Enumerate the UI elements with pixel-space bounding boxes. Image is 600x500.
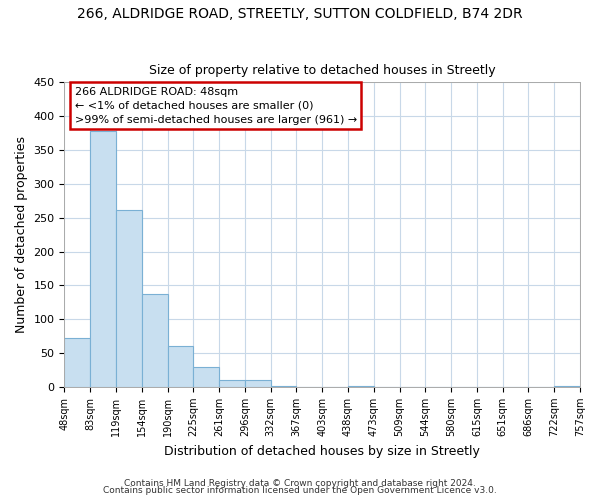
X-axis label: Distribution of detached houses by size in Streetly: Distribution of detached houses by size …	[164, 444, 480, 458]
Title: Size of property relative to detached houses in Streetly: Size of property relative to detached ho…	[149, 64, 496, 77]
Bar	[116, 210, 142, 387]
Text: Contains public sector information licensed under the Open Government Licence v3: Contains public sector information licen…	[103, 486, 497, 495]
Bar	[64, 338, 90, 387]
Bar	[193, 368, 219, 387]
Text: 266 ALDRIDGE ROAD: 48sqm
← <1% of detached houses are smaller (0)
>99% of semi-d: 266 ALDRIDGE ROAD: 48sqm ← <1% of detach…	[75, 87, 357, 125]
Bar	[167, 346, 193, 387]
Bar	[142, 294, 167, 387]
Bar	[219, 380, 245, 387]
Bar	[554, 386, 580, 387]
Bar	[245, 380, 271, 387]
Bar	[90, 131, 116, 387]
Y-axis label: Number of detached properties: Number of detached properties	[15, 136, 28, 333]
Bar	[348, 386, 374, 387]
Text: Contains HM Land Registry data © Crown copyright and database right 2024.: Contains HM Land Registry data © Crown c…	[124, 478, 476, 488]
Text: 266, ALDRIDGE ROAD, STREETLY, SUTTON COLDFIELD, B74 2DR: 266, ALDRIDGE ROAD, STREETLY, SUTTON COL…	[77, 8, 523, 22]
Bar	[271, 386, 296, 387]
